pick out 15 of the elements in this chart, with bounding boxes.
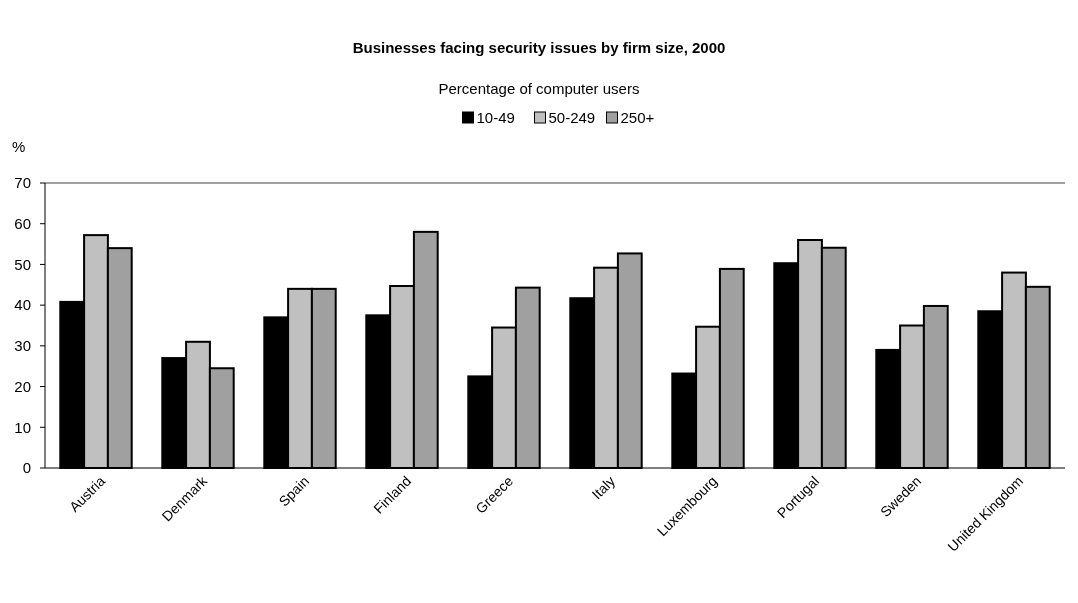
y-axis-title: %	[12, 138, 26, 155]
y-tick-label: 10	[14, 418, 31, 436]
legend-label: 250+	[620, 109, 655, 126]
y-tick-label: 70	[14, 174, 31, 192]
chart-title: Businesses facing security issues by firm size, 2000	[352, 39, 726, 56]
legend-label: 50-249	[548, 109, 596, 126]
y-tick-label: 0	[22, 459, 31, 477]
chart-subtitle: Percentage of computer users	[438, 80, 640, 97]
y-tick-label: 50	[14, 255, 31, 273]
legend-label: 10-49	[476, 109, 515, 126]
y-tick-label: 20	[14, 377, 31, 395]
y-tick-label: 30	[14, 337, 31, 355]
x-tick-label: Italy	[588, 472, 619, 503]
y-tick-label: 60	[14, 214, 31, 232]
y-tick-label: 40	[14, 296, 31, 314]
